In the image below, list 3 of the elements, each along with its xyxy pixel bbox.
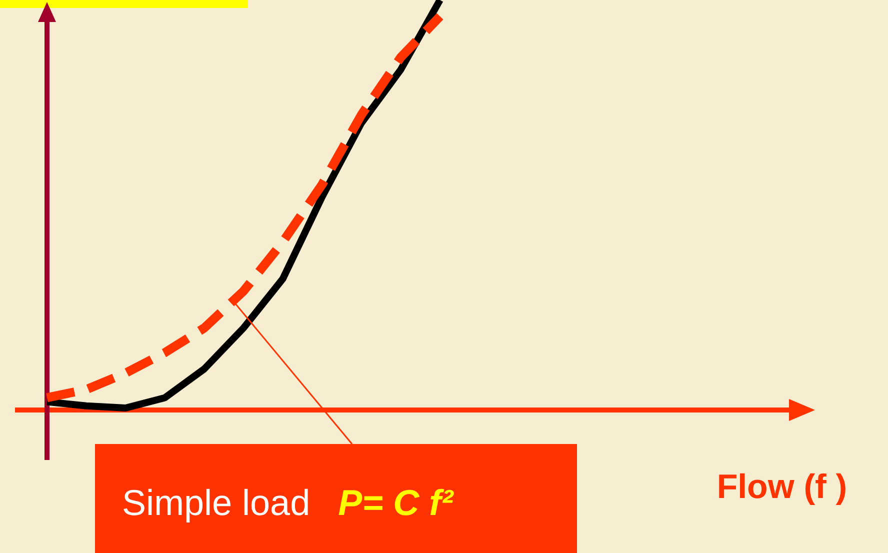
text: Simple load <box>122 482 310 523</box>
text: Flow (f ) <box>716 468 848 506</box>
text: P= C f² <box>338 482 454 523</box>
